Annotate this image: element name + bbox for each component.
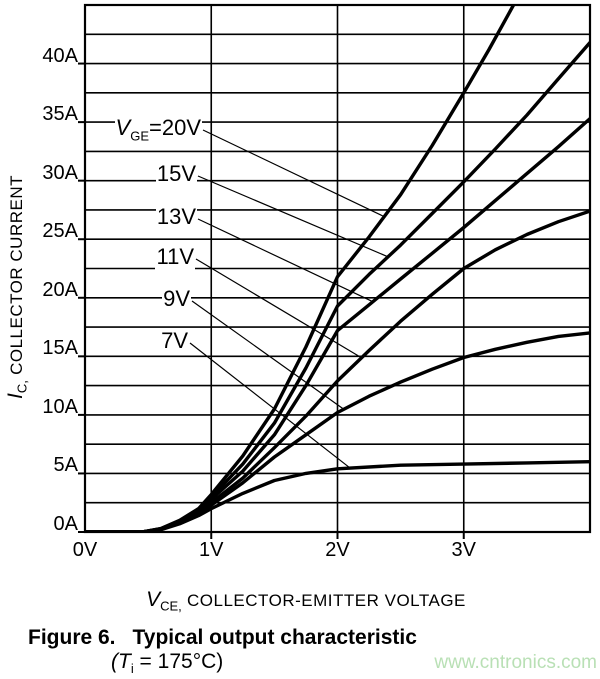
curve-label-20V: VGE=20V [114, 115, 202, 144]
x-axis-symbol: V [146, 588, 161, 611]
y-tick-label-20a: 20A [42, 278, 78, 301]
figure-caption: Figure 6. Typical output characteristic [28, 626, 417, 650]
curve-label-7V: 7V [160, 328, 189, 354]
condition-value: = 175°C) [133, 650, 224, 673]
y-tick-label-15a: 15A [42, 337, 78, 360]
y-tick-label-35a: 35A [42, 103, 78, 126]
x-tick-label-1v: 1V [199, 539, 224, 561]
leader-line-7V [189, 342, 351, 469]
curve-vge-20V [85, 5, 516, 532]
leader-line-13V [197, 218, 374, 303]
x-axis-title: VCE, COLLECTOR-EMITTER VOLTAGE [146, 588, 466, 612]
caption-condition: (Ti = 175°C) [111, 650, 224, 677]
y-tick-label-10a: 10A [42, 395, 78, 418]
x-tick-label-3v: 3V [451, 539, 476, 561]
leader-line-15V [197, 175, 389, 258]
axis-ticks [78, 62, 465, 539]
leader-line-9V [191, 300, 345, 410]
condition-subscript: i [130, 661, 134, 677]
curve-label-11V: 11V [155, 244, 195, 270]
y-tick-label-40a: 40A [42, 44, 78, 67]
y-tick-label-0a: 0A [53, 513, 78, 535]
figure-title: Typical output characteristic [132, 626, 417, 649]
leader-line-11V [195, 258, 362, 359]
curve-label-13V: 13V [155, 204, 197, 230]
curve-label-9V: 9V [162, 286, 191, 312]
watermark: www.cntronics.com [434, 652, 597, 673]
plot-border [83, 3, 592, 534]
curve-label-15V: 15V [155, 161, 197, 187]
curve-vge-7V [85, 460, 590, 532]
y-tick-label-5a: 5A [53, 454, 78, 477]
x-axis-title-text: COLLECTOR-EMITTER VOLTAGE [181, 591, 466, 610]
x-tick-label-2v: 2V [325, 539, 350, 561]
x-axis-symbol-subscript: CE, [160, 598, 182, 614]
y-tick-label-30a: 30A [42, 161, 78, 184]
label-leader-lines [189, 129, 389, 469]
x-tick-label-0v: 0V [72, 539, 98, 561]
figure-number: Figure 6. [28, 626, 116, 649]
condition-open: (T [111, 650, 131, 673]
y-axis-symbol-subscript: C, [14, 380, 30, 394]
y-tick-label-25a: 25A [42, 220, 78, 243]
leader-line-20V [202, 129, 385, 218]
